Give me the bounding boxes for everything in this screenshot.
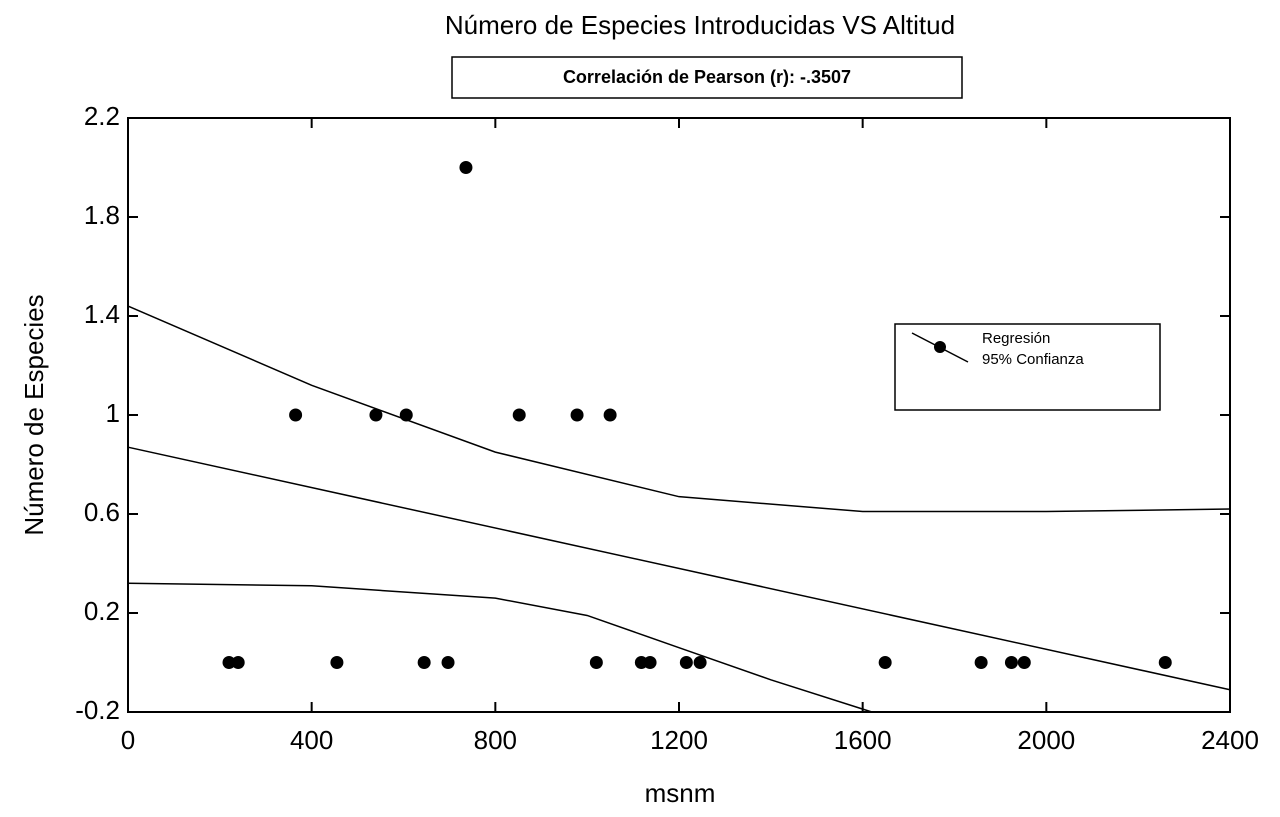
point [289, 408, 303, 422]
y-tick-label: -0.2 [75, 695, 120, 725]
line [127, 305, 1231, 513]
point [1017, 656, 1031, 669]
point [1004, 656, 1018, 669]
chart-title: Número de Especies Introducidas VS Altit… [445, 10, 955, 40]
annotation-box [451, 56, 963, 99]
point [693, 656, 707, 669]
point [417, 656, 431, 669]
x-tick-label: 2000 [1017, 725, 1075, 755]
point [643, 656, 657, 669]
point [570, 408, 584, 422]
point [974, 656, 988, 669]
x-tick-label: 2400 [1201, 725, 1259, 755]
point [589, 656, 603, 669]
line [127, 582, 873, 713]
x-axis-label: msnm [645, 778, 716, 808]
y-tick-label: 1.8 [84, 200, 120, 230]
y-tick-label: 0.6 [84, 497, 120, 527]
line [127, 446, 1231, 691]
x-tick-label: 1200 [650, 725, 708, 755]
point [878, 656, 892, 669]
point [1158, 656, 1172, 669]
point [369, 408, 383, 422]
x-tick-label: 0 [121, 725, 135, 755]
legend-marker [934, 341, 946, 353]
x-tick-label: 800 [474, 725, 517, 755]
point [441, 656, 455, 669]
point [231, 656, 245, 669]
point [399, 408, 413, 422]
point [679, 656, 693, 669]
y-tick-label: 1.4 [84, 299, 120, 329]
x-tick-label: 400 [290, 725, 333, 755]
legend-label: 95% Confianza [982, 351, 1084, 368]
x-tick-label: 1600 [834, 725, 892, 755]
annotation: Correlación de Pearson (r): -.3507 [563, 67, 851, 87]
y-tick-label: 0.2 [84, 596, 120, 626]
y-tick-label: 1 [106, 398, 120, 428]
point [512, 408, 526, 422]
y-tick-label: 2.2 [84, 101, 120, 131]
point [603, 408, 617, 422]
point [459, 161, 473, 174]
y-axis-label: Número de Especies [19, 294, 49, 535]
point [330, 656, 344, 669]
legend-label: Regresión [982, 330, 1050, 347]
point [222, 656, 236, 669]
legend-box [894, 323, 1161, 411]
